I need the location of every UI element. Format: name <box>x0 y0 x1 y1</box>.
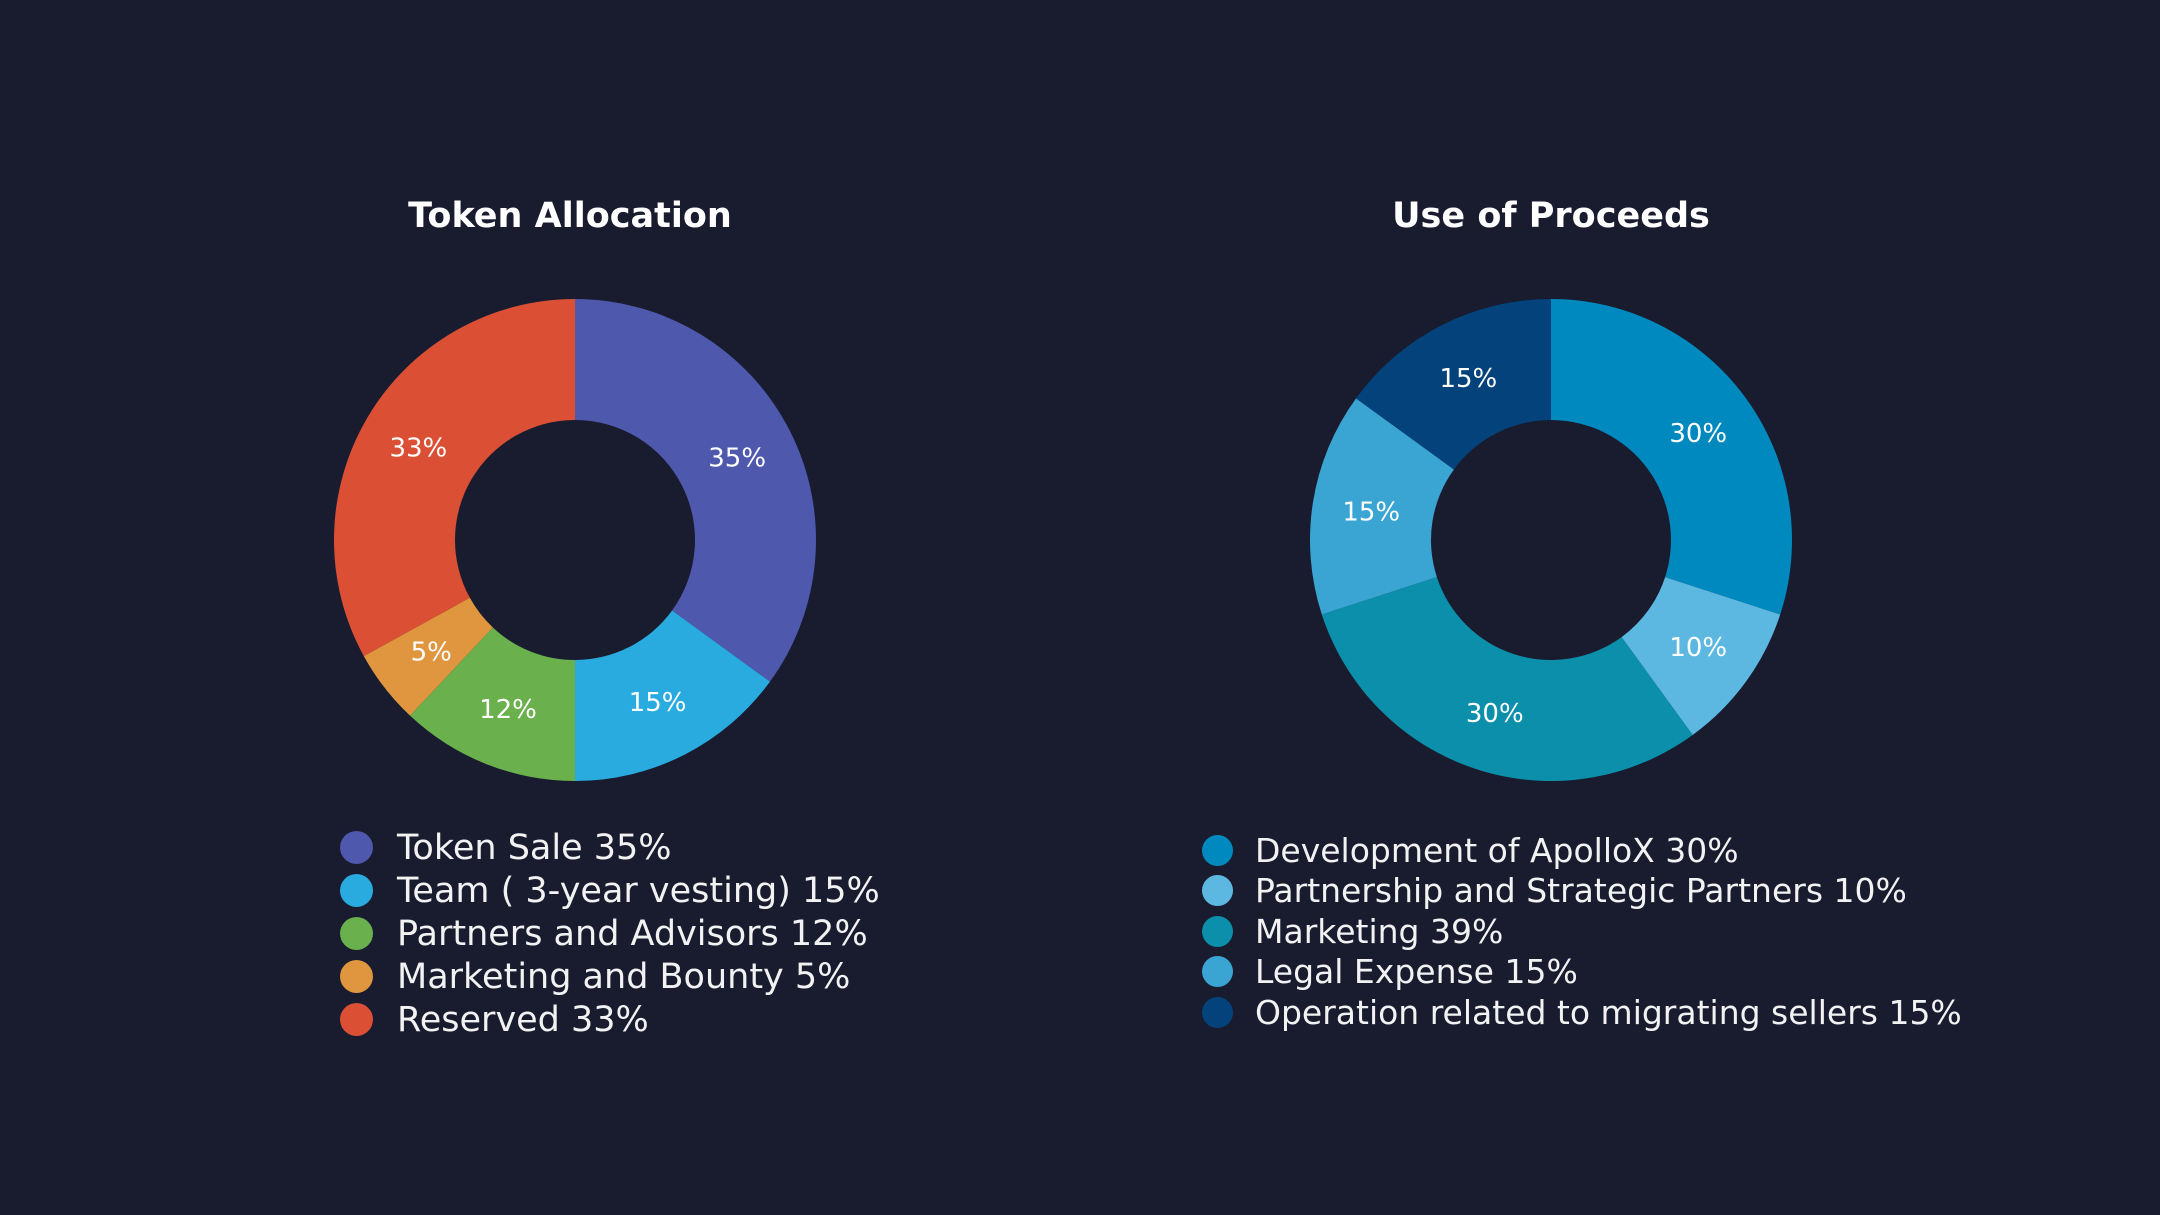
slice-label: 35% <box>708 443 766 473</box>
legend-item: Legal Expense 15% <box>1202 952 1962 993</box>
slice-marketing-and-bounty <box>363 597 493 716</box>
legend-dot-icon <box>340 917 373 950</box>
slice-label: 10% <box>1669 633 1727 663</box>
slice-token-sale <box>575 299 816 682</box>
legend-label: Operation related to migrating sellers 1… <box>1255 992 1962 1032</box>
legend-item: Partners and Advisors 12% <box>340 912 880 955</box>
legend-label: Token Sale 35% <box>397 827 672 868</box>
legend-dot-icon <box>340 831 373 864</box>
token-allocation-title: Token Allocation <box>408 196 732 236</box>
legend-dot-icon <box>1202 834 1233 866</box>
legend-label: Partnership and Strategic Partners 10% <box>1255 871 1907 911</box>
token-allocation-donut: 35% 15% 12% 5% 33% <box>333 299 816 781</box>
slice-legal-expense <box>1310 398 1454 615</box>
legend-label: Legal Expense 15% <box>1255 952 1578 992</box>
slice-partners-and-advisors <box>410 627 575 781</box>
slice-label: 15% <box>629 688 687 718</box>
legend-dot-icon <box>1202 915 1233 947</box>
slice-label: 30% <box>1669 419 1727 449</box>
use-of-proceeds-title: Use of Proceeds <box>1392 196 1710 236</box>
slice-marketing <box>1321 577 1693 781</box>
use-of-proceeds-legend: Development of ApolloX 30% Partnership an… <box>1202 830 1962 1033</box>
legend-item: Team ( 3-year vesting) 15% <box>340 869 880 912</box>
slice-label: 33% <box>389 433 447 463</box>
legend-dot-icon <box>340 1003 373 1036</box>
slice-partnership-and-strategic-partners <box>1621 577 1781 735</box>
legend-label: Development of ApolloX 30% <box>1255 830 1739 870</box>
legend-item: Marketing 39% <box>1202 911 1962 952</box>
legend-item: Partnership and Strategic Partners 10% <box>1202 871 1962 912</box>
slice-development-of-apollox <box>1551 299 1792 615</box>
token-allocation-legend: Token Sale 35% Team ( 3-year vesting) 15%… <box>340 826 880 1041</box>
legend-label: Reserved 33% <box>397 999 649 1040</box>
legend-item: Reserved 33% <box>340 998 880 1041</box>
legend-label: Marketing 39% <box>1255 911 1504 951</box>
legend-dot-icon <box>340 874 373 907</box>
slice-operation-related-to-migrating-sellers <box>1356 299 1551 470</box>
legend-item: Token Sale 35% <box>340 826 880 869</box>
slice-team-3-year-vesting <box>575 610 770 781</box>
slice-reserved <box>333 299 575 657</box>
slice-label: 30% <box>1466 699 1524 729</box>
legend-dot-icon <box>1202 956 1233 988</box>
legend-label: Marketing and Bounty 5% <box>397 956 851 997</box>
legend-dot-icon <box>1202 875 1233 907</box>
legend-item: Development of ApolloX 30% <box>1202 830 1962 871</box>
legend-item: Marketing and Bounty 5% <box>340 955 880 998</box>
legend-dot-icon <box>1202 996 1233 1028</box>
legend-dot-icon <box>340 960 373 993</box>
slice-label: 5% <box>411 638 452 668</box>
use-of-proceeds-donut: 30% 10% 30% 15% 15% <box>1310 299 1792 781</box>
legend-item: Operation related to migrating sellers 1… <box>1202 992 1962 1033</box>
slice-label: 12% <box>479 695 537 725</box>
slice-label: 15% <box>1342 498 1400 528</box>
legend-label: Team ( 3-year vesting) 15% <box>397 870 880 911</box>
slice-label: 15% <box>1439 364 1497 394</box>
legend-label: Partners and Advisors 12% <box>397 913 868 954</box>
